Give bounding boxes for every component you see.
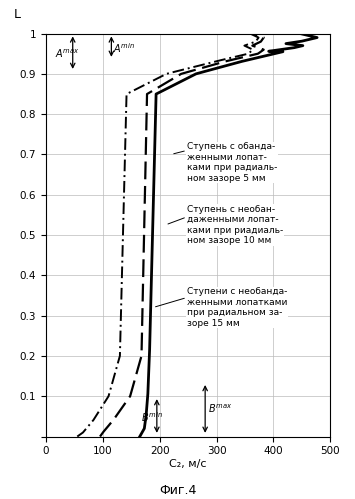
X-axis label: C₂, м/с: C₂, м/с — [169, 459, 207, 469]
Text: Ступени с необанда-
женными лопатками
при радиальном за-
зоре 15 мм: Ступени с необанда- женными лопатками пр… — [187, 287, 287, 328]
Y-axis label: L: L — [14, 8, 21, 21]
Text: $B^{min}$: $B^{min}$ — [142, 410, 163, 424]
Text: $A^{max}$: $A^{max}$ — [55, 47, 80, 60]
Text: Ступень с обанда-
женными лопат-
ками при радиаль-
ном зазоре 5 мм: Ступень с обанда- женными лопат- ками пр… — [187, 142, 277, 183]
Text: Фиг.4: Фиг.4 — [159, 484, 196, 497]
Text: $B^{max}$: $B^{max}$ — [208, 403, 232, 415]
Text: Ступень с необан-
даженными лопат-
ками при риадиаль-
ном зазоре 10 мм: Ступень с необан- даженными лопат- ками … — [187, 205, 283, 245]
Text: $A^{min}$: $A^{min}$ — [113, 41, 135, 54]
